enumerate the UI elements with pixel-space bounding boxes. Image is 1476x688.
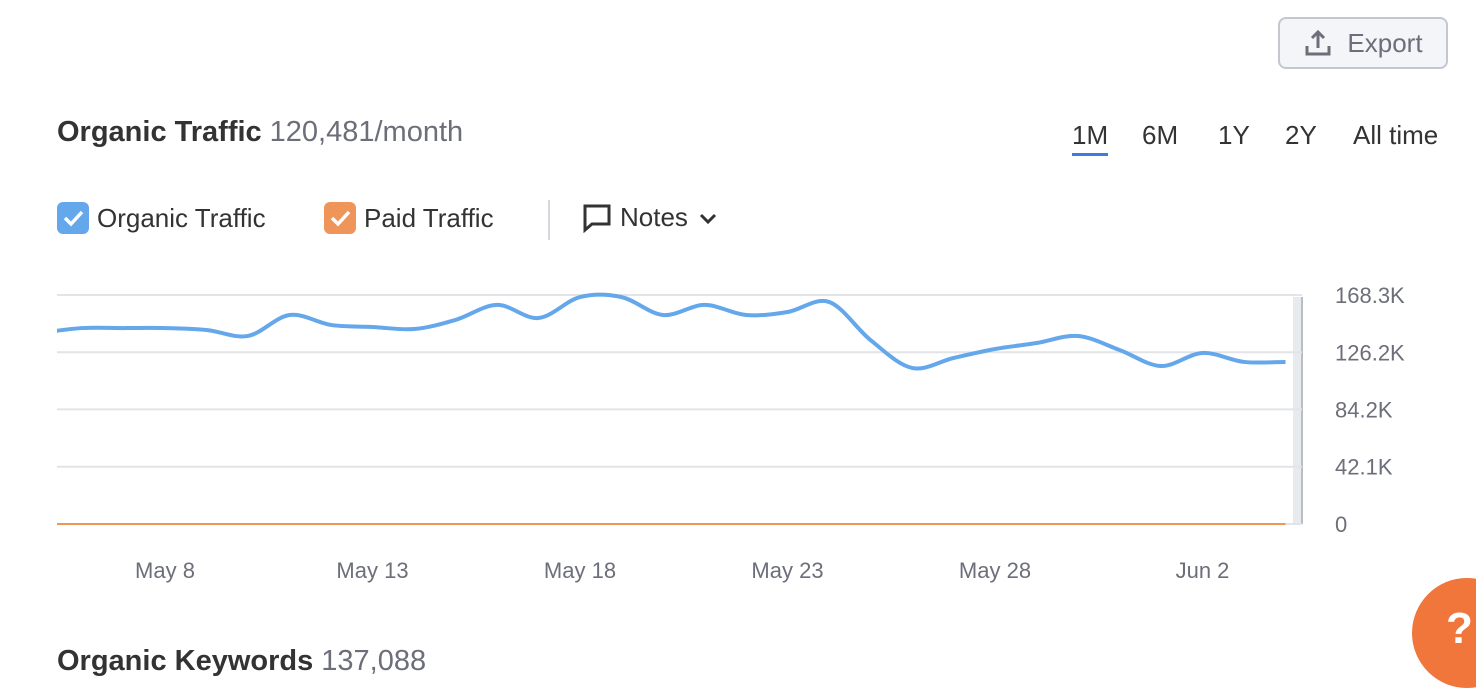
export-icon — [1305, 29, 1331, 56]
section-summary: 137,088 — [321, 645, 427, 677]
panel-title: Organic Traffic — [57, 116, 262, 148]
y-tick-label: 168.3K — [1335, 283, 1405, 308]
y-tick-label: 42.1K — [1335, 455, 1393, 480]
x-tick-label: Jun 2 — [1176, 558, 1230, 583]
divider — [548, 200, 550, 240]
range-option[interactable]: 1M — [1072, 120, 1109, 156]
section-title: Organic Keywords — [57, 645, 314, 677]
current-period-band — [1293, 297, 1302, 524]
panel-heading: Organic Traffic 120,481/month — [57, 116, 463, 149]
export-label: Export — [1347, 27, 1423, 58]
notes-dropdown[interactable]: Notes — [582, 202, 720, 233]
notes-label: Notes — [620, 202, 688, 232]
y-tick-label: 126.2K — [1335, 340, 1405, 365]
legend-label: Organic Traffic — [97, 202, 266, 233]
next-section-heading: Organic Keywords 137,088 — [57, 645, 426, 678]
x-tick-label: May 13 — [336, 558, 408, 583]
chevron — [699, 213, 716, 224]
y-tick-label: 0 — [1335, 512, 1347, 537]
legend-label: Paid Traffic — [364, 202, 494, 233]
y-tick-label: 84.2K — [1335, 397, 1393, 422]
notes-icon — [583, 204, 611, 233]
page: Export Organic Traffic 120,481/month 1M 6M… — [57, 17, 1476, 688]
x-tick-label: May 8 — [135, 558, 195, 583]
legend-item[interactable]: Paid Traffic — [324, 202, 494, 234]
legend-item[interactable]: Organic Traffic — [57, 202, 266, 234]
x-tick-label: May 23 — [751, 558, 823, 583]
range-option[interactable]: 6M — [1142, 120, 1179, 150]
x-tick-label: May 28 — [959, 558, 1031, 583]
range-option[interactable]: 2Y — [1285, 120, 1317, 150]
range-option[interactable]: All time — [1353, 120, 1439, 150]
series-line — [57, 292, 1286, 371]
range-option[interactable]: 1Y — [1218, 120, 1250, 150]
checkbox[interactable] — [324, 202, 356, 234]
panel-summary: 120,481/month — [269, 116, 464, 148]
export-button[interactable]: Export — [1278, 17, 1448, 69]
chart: 0 42.1K 84.2K 126.2K 168.3K May 8 May 13 May 18… — [57, 283, 1405, 583]
checkbox[interactable] — [57, 202, 89, 234]
x-tick-label: May 18 — [544, 558, 616, 583]
